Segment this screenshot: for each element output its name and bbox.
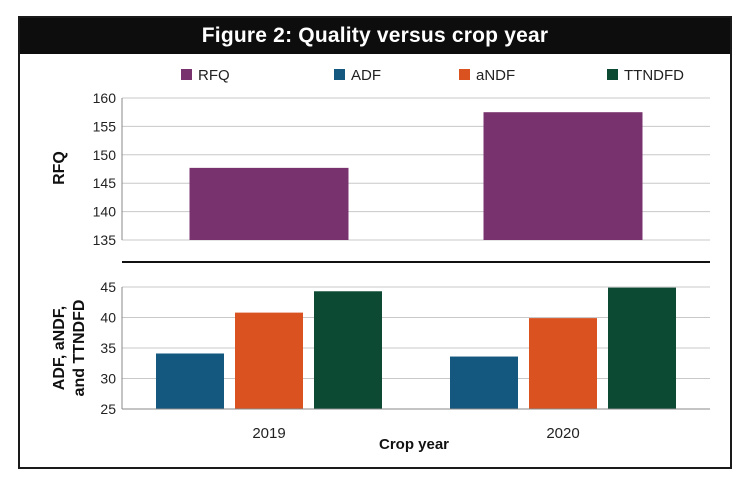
fiber-tick-label: 40	[100, 310, 116, 326]
rfq-bar-rfq-2020	[483, 112, 643, 240]
fiber-bar-adf-2019	[156, 353, 224, 409]
rfq-axis-title: RFQ	[51, 151, 68, 185]
legend-label-rfq: RFQ	[198, 67, 230, 84]
rfq-tick-label: 150	[93, 147, 117, 163]
x-axis-title: Crop year	[379, 436, 449, 453]
fiber-axis-title-line: and TTNDFD	[71, 300, 88, 397]
fiber-tick-label: 25	[100, 401, 116, 417]
rfq-tick-label: 160	[93, 90, 117, 106]
fiber-bar-andf-2019	[235, 312, 303, 409]
rfq-bar-rfq-2019	[189, 167, 349, 240]
fiber-axis-title: ADF, aNDF, and TTNDFD	[51, 300, 88, 397]
fiber-bar-andf-2020	[529, 318, 597, 409]
fiber-bar-adf-2020	[450, 356, 518, 409]
legend-label-adf: ADF	[351, 67, 381, 84]
legend-swatch-rfq	[181, 69, 192, 80]
legend-swatch-andf	[459, 69, 470, 80]
legend-swatch-adf	[334, 69, 345, 80]
x-tick-label-2019: 2019	[252, 425, 285, 442]
figure-title: Figure 2: Quality versus crop year	[20, 18, 730, 54]
legend-swatch-ttndfd	[607, 69, 618, 80]
rfq-tick-label: 135	[93, 232, 117, 248]
legend-label-ttndfd: TTNDFD	[624, 67, 684, 84]
fiber-axis-title-line: ADF, aNDF,	[51, 306, 68, 390]
rfq-tick-label: 145	[93, 175, 117, 191]
x-tick-label-2020: 2020	[546, 425, 579, 442]
fiber-tick-label: 35	[100, 340, 116, 356]
fiber-bar-ttndfd-2019	[314, 291, 382, 409]
fiber-tick-label: 45	[100, 279, 116, 295]
rfq-tick-label: 140	[93, 204, 117, 220]
legend-label-andf: aNDF	[476, 67, 515, 84]
rfq-tick-label: 155	[93, 118, 117, 134]
fiber-bar-ttndfd-2020	[608, 287, 676, 409]
fiber-tick-label: 30	[100, 371, 116, 387]
